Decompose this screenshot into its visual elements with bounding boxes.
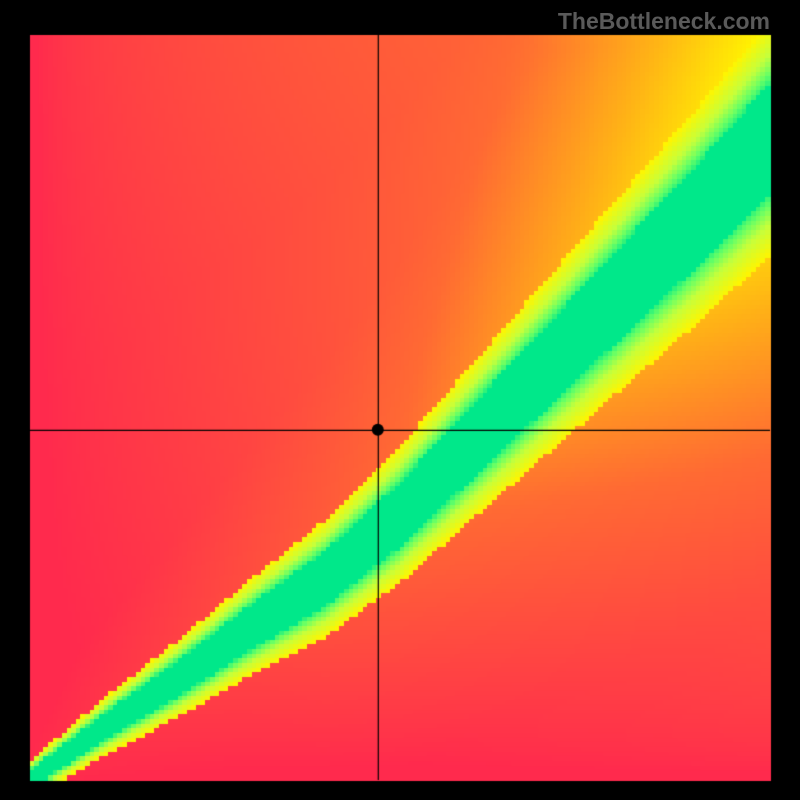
bottleneck-heatmap xyxy=(0,0,800,800)
watermark-text: TheBottleneck.com xyxy=(558,8,770,35)
chart-container: TheBottleneck.com xyxy=(0,0,800,800)
